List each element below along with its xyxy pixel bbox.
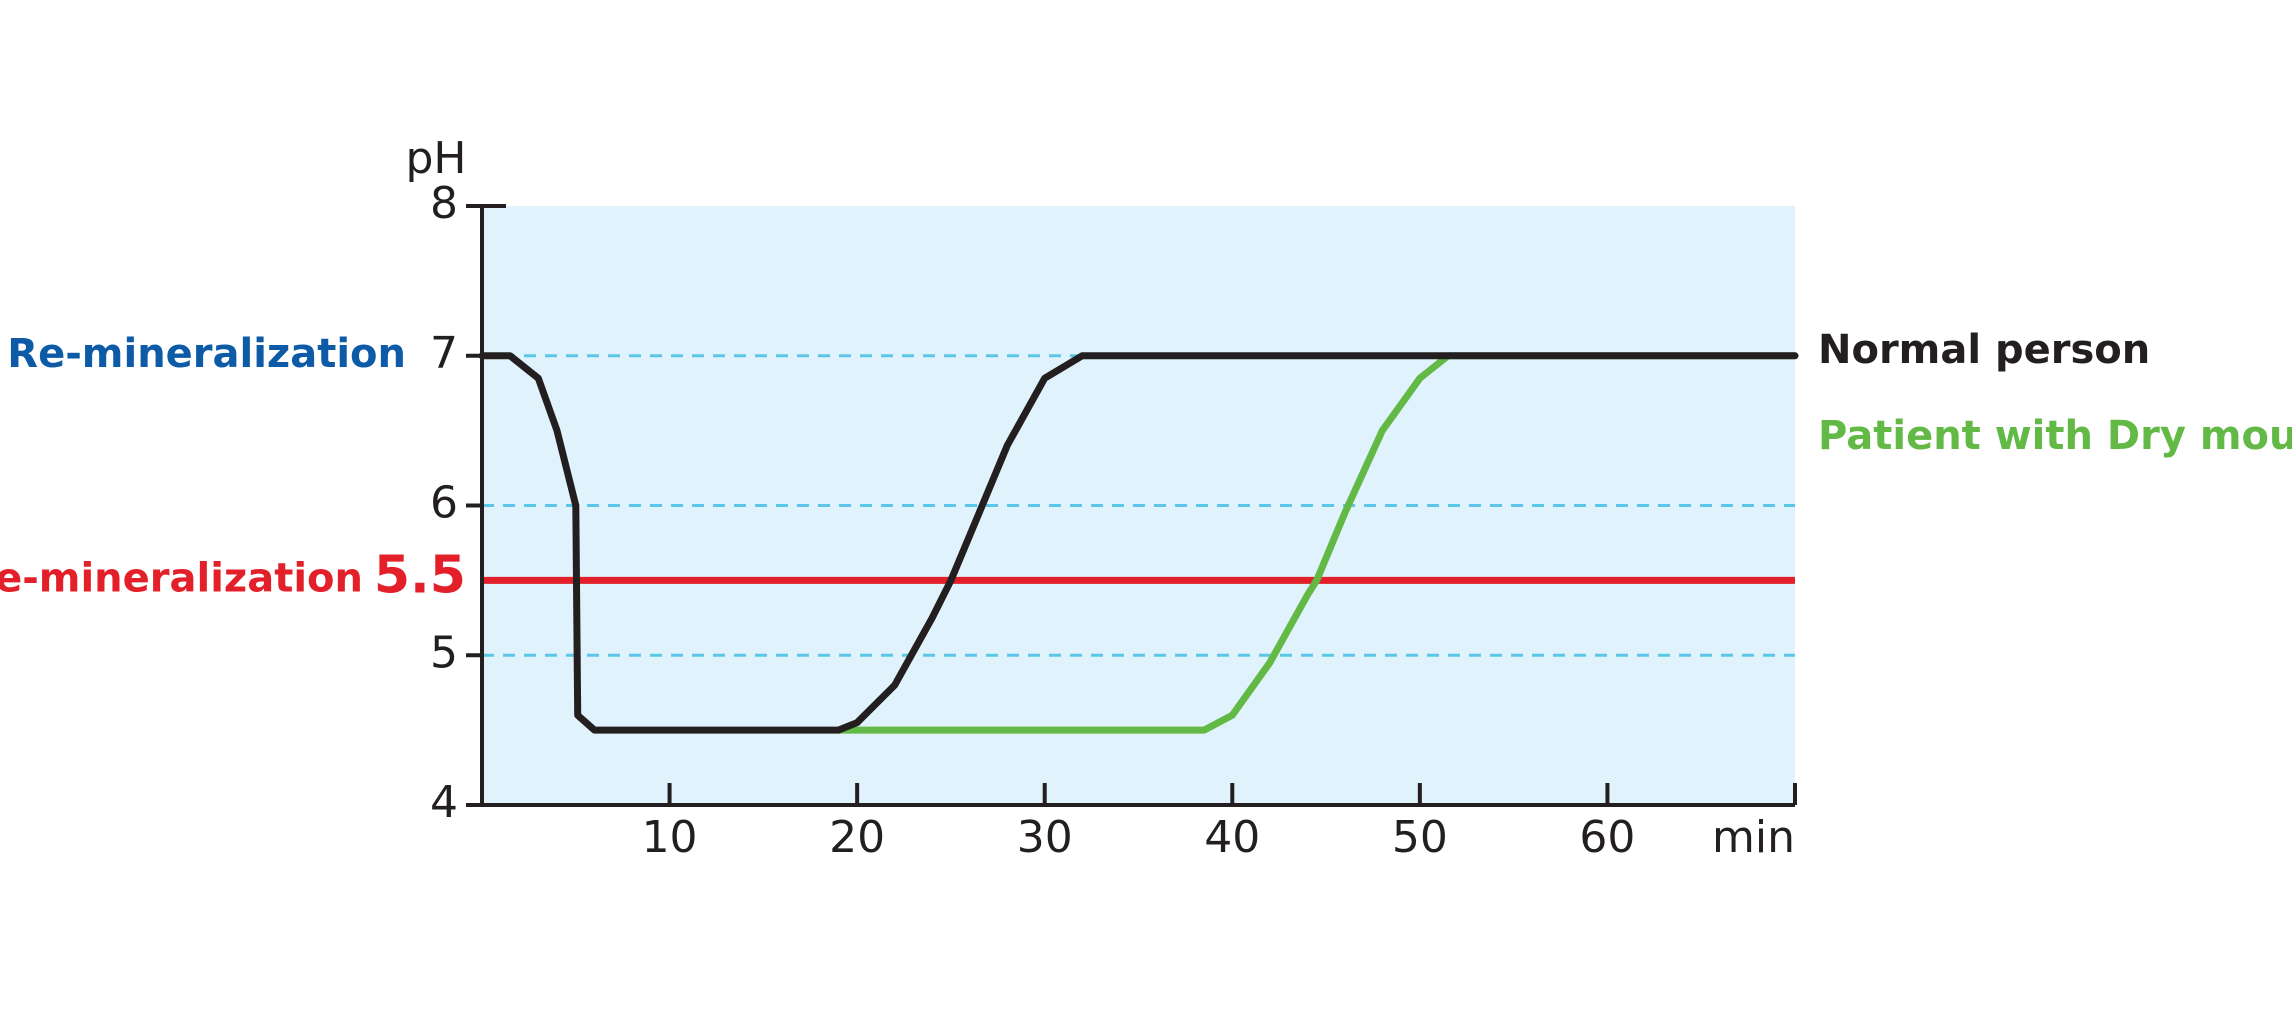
x-axis-label: min (1712, 812, 1795, 863)
legend-label: Normal person (1818, 327, 2150, 373)
threshold-value-label: 5.5 (374, 545, 466, 605)
x-tick-label: 30 (1017, 812, 1073, 863)
x-tick-label: 20 (829, 812, 885, 863)
y-tick-label: 7 (430, 328, 458, 379)
threshold-name: De-mineralization (0, 555, 363, 601)
series-line (478, 352, 1799, 734)
x-tick-label: 60 (1579, 812, 1635, 863)
annotation: Re-mineralization (7, 331, 406, 377)
y-tick-label: 8 (430, 178, 458, 229)
x-tick-label: 40 (1204, 812, 1260, 863)
y-tick-label: 4 (430, 777, 458, 828)
y-tick-label: 5 (430, 627, 458, 678)
x-tick-label: 50 (1392, 812, 1448, 863)
legend-label: Patient with Dry mouth (1818, 413, 2292, 459)
x-tick-label: 10 (642, 812, 698, 863)
y-tick-label: 6 (430, 478, 458, 529)
series-line (834, 352, 1799, 734)
y-axis-label: pH (405, 133, 466, 184)
